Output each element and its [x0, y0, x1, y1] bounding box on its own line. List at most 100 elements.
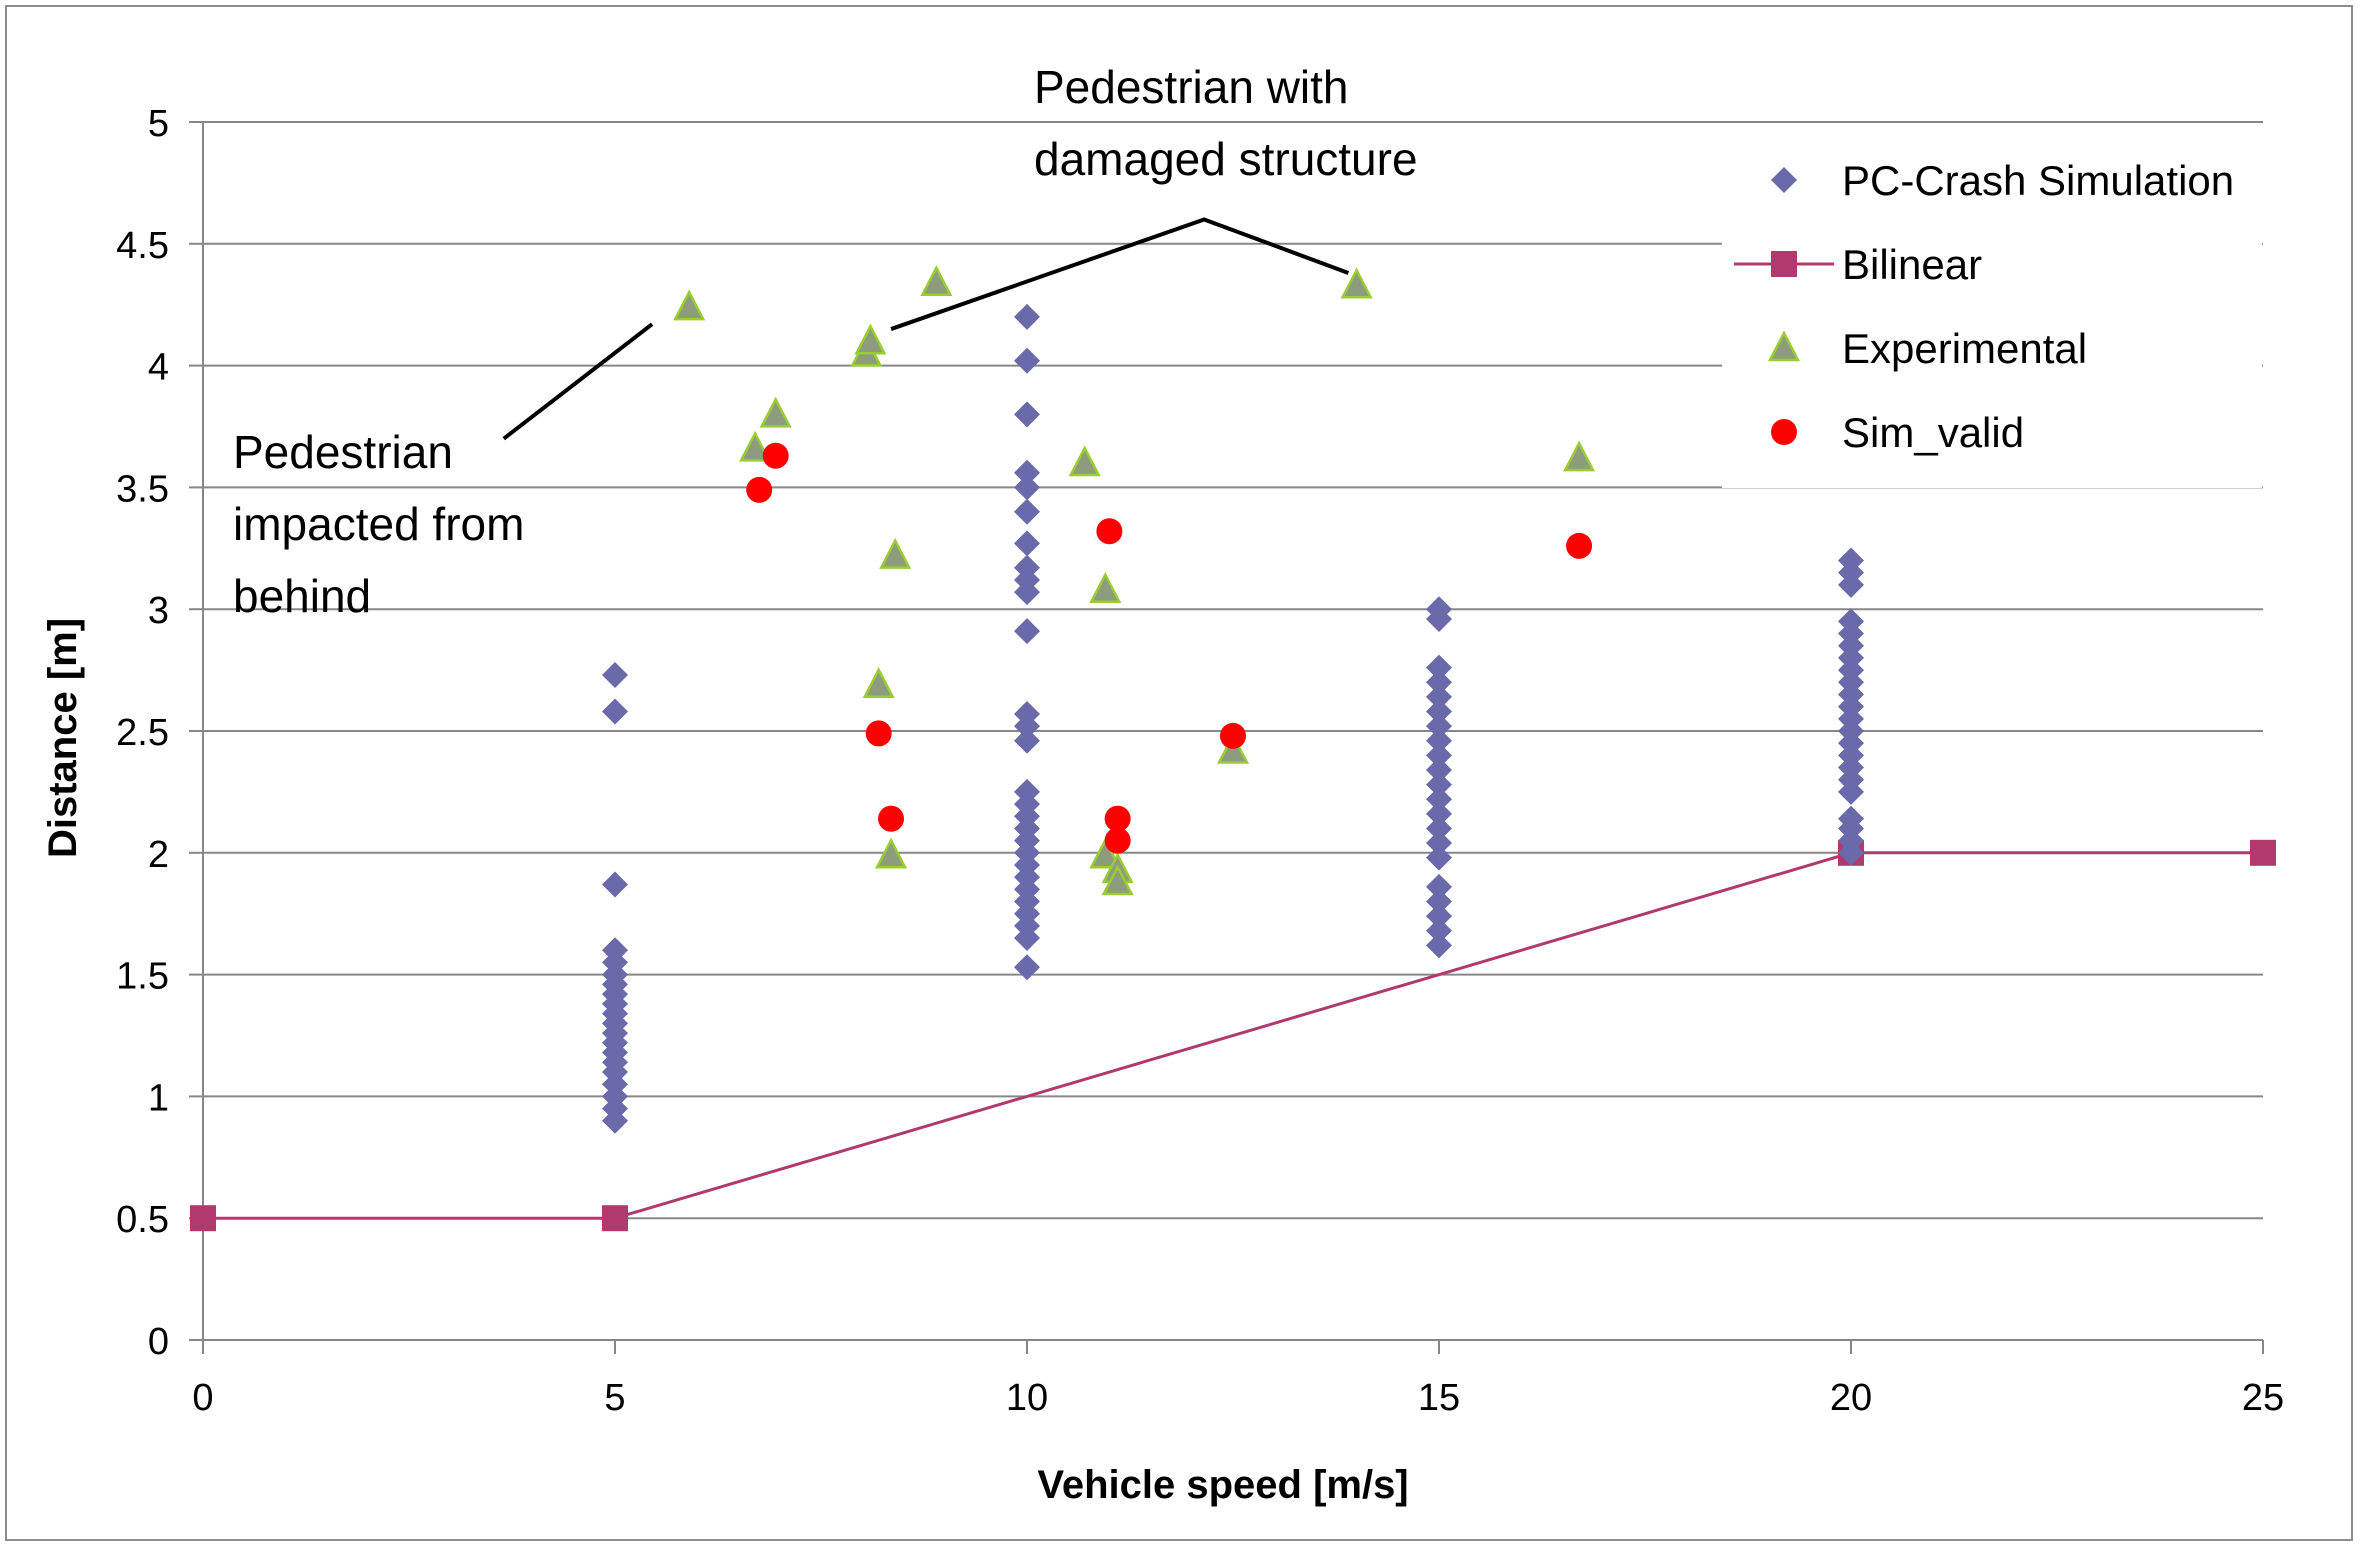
diamond-point	[602, 871, 628, 898]
diamond-point	[1426, 932, 1452, 959]
diamond-point	[602, 698, 628, 725]
legend-label: Sim_valid	[1842, 409, 2024, 456]
legend: PC-Crash Simulation Bilinear Experimental S…	[1722, 138, 2262, 488]
triangle-point	[862, 667, 895, 698]
diamond-point	[1426, 888, 1452, 915]
diamond-point	[1426, 683, 1452, 710]
diamond-point	[1014, 530, 1040, 557]
circle-point	[746, 476, 773, 503]
diamond-point	[1426, 713, 1452, 740]
diamond-point	[1426, 844, 1452, 871]
legend-item: Sim_valid	[1771, 409, 2024, 456]
triangle-point	[1340, 267, 1373, 299]
diamond-point	[1014, 954, 1040, 981]
y-tick-label: 1	[148, 1077, 169, 1119]
diamond-point	[1014, 347, 1040, 374]
y-tick-label: 4	[148, 347, 169, 389]
annotation-damaged-structure: Pedestrian with damaged structure	[890, 61, 1418, 331]
diamond-point	[1014, 579, 1040, 606]
diamond-point	[1014, 303, 1040, 330]
triangle-point	[920, 265, 953, 297]
diamond-point	[1426, 727, 1452, 754]
triangle-point	[673, 289, 706, 321]
legend-circle-icon	[1771, 419, 1797, 445]
x-tick-label: 25	[2242, 1377, 2284, 1419]
legend-label: Bilinear	[1842, 241, 1982, 288]
diamond-point	[1014, 925, 1040, 952]
diamond-point	[1014, 713, 1040, 740]
diamond-point	[1426, 654, 1452, 681]
annotation-text: damaged structure	[1034, 133, 1418, 185]
x-tick-label: 20	[1830, 1377, 1872, 1419]
annotation-text: Pedestrian with	[1034, 61, 1349, 113]
triangle-point	[1089, 571, 1122, 603]
annotation-text: Pedestrian	[233, 426, 453, 478]
diamond-point	[1014, 498, 1040, 525]
triangle-point	[1089, 837, 1122, 869]
legend-item: PC-Crash Simulation	[1771, 157, 2234, 204]
diamond-point	[1014, 727, 1040, 754]
x-tick-label: 10	[1006, 1377, 1048, 1419]
series-sim-valid	[746, 442, 1593, 854]
triangle-point	[739, 430, 772, 462]
legend-diamond-icon	[1771, 167, 1797, 193]
triangle-point	[1101, 864, 1134, 896]
diamond-point	[602, 1107, 628, 1134]
diamond-point	[1014, 459, 1040, 486]
circle-point	[1104, 827, 1131, 854]
diamond-point	[1426, 786, 1452, 813]
x-tick-label: 0	[192, 1377, 213, 1419]
square-point	[2250, 839, 2276, 866]
diamond-point	[1426, 771, 1452, 798]
circle-point	[865, 720, 892, 747]
diamond-point	[602, 661, 628, 688]
triangle-point	[1068, 445, 1101, 477]
y-tick-label: 3	[148, 590, 169, 632]
y-tick-label: 3.5	[116, 468, 169, 510]
diamond-point	[1838, 571, 1864, 598]
triangle-point	[1563, 440, 1596, 472]
y-tick-label: 2	[148, 834, 169, 876]
annotation-pointer	[890, 217, 1350, 331]
diamond-point	[1014, 474, 1040, 501]
annotation-text: behind	[233, 570, 371, 622]
circle-point	[1220, 722, 1246, 749]
y-tick-label: 0.5	[116, 1199, 169, 1241]
x-axis-label: Vehicle speed [m/s]	[1037, 1463, 1408, 1507]
legend-item: Experimental	[1767, 325, 2087, 372]
diamond-point	[1426, 873, 1452, 900]
circle-point	[1104, 805, 1131, 832]
diamond-point	[1426, 742, 1452, 769]
series-experimental	[673, 265, 1596, 896]
legend-label: Experimental	[1842, 325, 2087, 372]
annotations: Pedestrian impacted from behind Pedestrian …	[233, 61, 1418, 622]
x-tick-label: 5	[604, 1377, 625, 1419]
legend-square-icon	[1771, 251, 1797, 277]
legend-triangle-icon	[1767, 330, 1801, 362]
triangle-point	[874, 837, 908, 869]
series-pc-crash-simulation	[602, 303, 1864, 1134]
x-tick-label: 15	[1418, 1377, 1460, 1419]
diamond-point	[1014, 618, 1040, 645]
square-point	[190, 1205, 216, 1232]
diamond-point	[1426, 903, 1452, 930]
annotation-text: impacted from	[233, 498, 524, 550]
data-series	[190, 265, 2276, 1232]
diamond-point	[1426, 669, 1452, 696]
diamond-point	[1426, 800, 1452, 827]
diamond-point	[1426, 917, 1452, 944]
triangle-point	[879, 537, 912, 569]
y-tick-label: 4.5	[116, 225, 169, 267]
diamond-point	[1426, 698, 1452, 725]
diamond-point	[1426, 756, 1452, 783]
square-point	[602, 1205, 628, 1232]
legend-label: PC-Crash Simulation	[1842, 157, 2234, 204]
y-axis-label: Distance [m]	[41, 618, 85, 858]
legend-item: Bilinear	[1734, 241, 1982, 288]
y-tick-label: 0	[148, 1321, 169, 1363]
triangle-point	[1216, 732, 1250, 764]
circle-point	[878, 805, 905, 832]
annotation-pedestrian-behind: Pedestrian impacted from behind	[233, 322, 654, 622]
